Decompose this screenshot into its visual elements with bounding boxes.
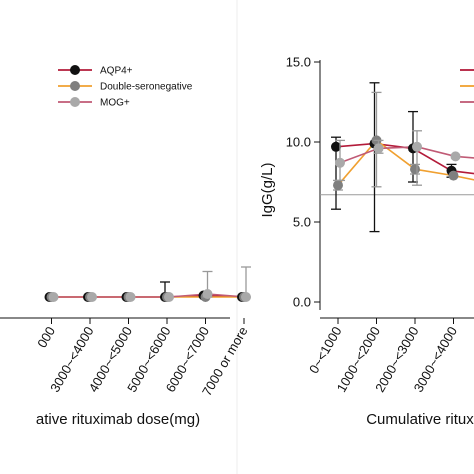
left-data-point (87, 292, 97, 302)
left-data-point (125, 292, 136, 302)
right-y-axis-title: IgG(g/L) (259, 162, 276, 217)
right-x-axis-title: Cumulative ritux (366, 411, 474, 428)
right-y-tick-label: 10.0 (286, 135, 311, 150)
right-data-point (331, 141, 341, 152)
right-data-point (450, 151, 461, 162)
right-data-point (373, 143, 384, 154)
right-y-tick-label: 15.0 (286, 55, 311, 70)
legend-label: Double-seronegative (100, 82, 193, 93)
right-y-tick-label: 5.0 (293, 215, 311, 230)
left-chart-panel: 0003000~<40004000~<50005000~<60006000~<7… (0, 65, 251, 428)
left-data-point (164, 292, 174, 302)
left-x-axis-title: ative rituximab dose(mg) (36, 411, 200, 428)
right-data-point (448, 170, 459, 181)
legend-entry: Double-seronegative (58, 81, 193, 93)
legend-label: MOG+ (100, 98, 130, 109)
left-data-point (202, 289, 213, 299)
legend-entry: MOG+ (58, 97, 130, 109)
right-error-bar (369, 82, 380, 233)
right-data-point (410, 164, 420, 175)
right-data-point (333, 180, 343, 191)
right-data-point (412, 141, 422, 152)
right-y-tick-label: 0.0 (293, 295, 311, 310)
right-data-point (335, 157, 345, 168)
right-error-bar (412, 130, 422, 186)
left-data-point (241, 292, 251, 302)
left-data-point (48, 292, 59, 302)
legend-entry: AQP4+ (58, 65, 133, 77)
legend: AQP4+ Double-seronegative MOG+ (58, 65, 193, 109)
legend-label: AQP4+ (100, 66, 133, 77)
